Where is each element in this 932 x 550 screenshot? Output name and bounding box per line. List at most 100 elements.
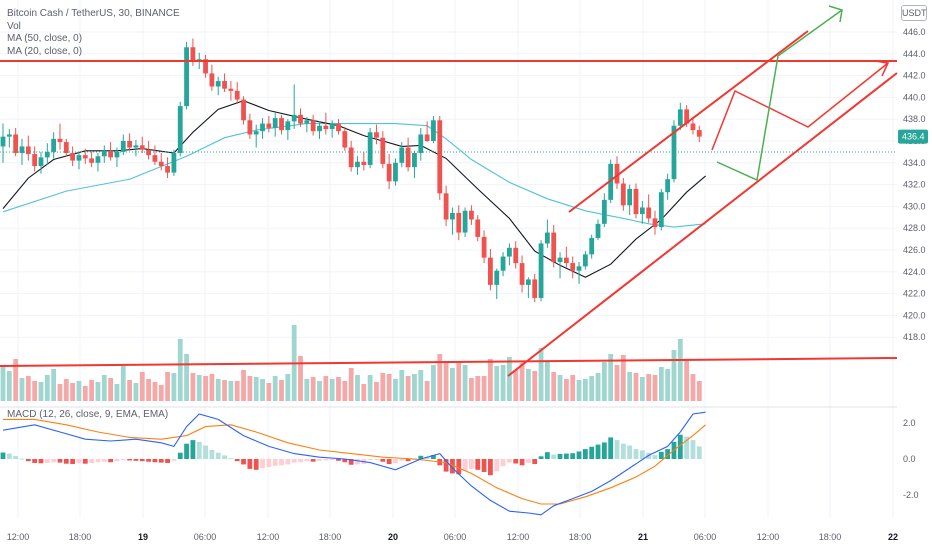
volume-bar [298, 356, 303, 401]
volume-bar [323, 376, 329, 401]
candle-body [171, 152, 177, 173]
candle [525, 277, 531, 298]
candle-body [507, 247, 512, 257]
candle-body [241, 99, 246, 121]
time-tick-label: 19 [138, 532, 148, 542]
macd-histogram-bar [462, 459, 468, 471]
price-tick-label: 430.0 [903, 201, 926, 211]
price-tick-label: 446.0 [903, 27, 926, 37]
candle [203, 54, 208, 78]
volume-bar [393, 379, 398, 401]
macd-histogram-bar [513, 459, 519, 464]
candle-body [646, 207, 652, 219]
candle-body [139, 145, 145, 150]
macd-histogram-bar [63, 459, 69, 464]
candle [279, 114, 284, 135]
candle-body [203, 59, 208, 74]
candle [76, 151, 82, 170]
candle [431, 115, 436, 144]
macd-histogram-bar [253, 459, 259, 470]
volume-bar [418, 370, 424, 401]
ma50-indicator-label[interactable]: MA (50, close, 0) [7, 33, 83, 45]
candle [494, 268, 500, 300]
macd-histogram-bar [582, 449, 588, 459]
macd-tick-label: 2.0 [903, 418, 916, 428]
macd-histogram-bar [44, 459, 50, 463]
macd-histogram-bar [538, 456, 544, 459]
candle-body [355, 161, 360, 168]
macd-line [2, 411, 706, 516]
macd-histogram-bar [329, 459, 335, 461]
time-tick-label: 18:00 [819, 532, 842, 542]
candle-body [601, 199, 607, 224]
candle [551, 224, 557, 268]
volume-bar [627, 372, 633, 401]
macd-histogram-bar [481, 459, 487, 472]
candle [266, 115, 272, 133]
volume-bar [595, 373, 601, 401]
trend-drawings[interactable] [0, 5, 898, 377]
candle [450, 207, 455, 235]
candles [0, 38, 702, 303]
candle-body [348, 147, 354, 168]
candle-body [525, 279, 531, 285]
candle [272, 112, 278, 137]
volume-bar [152, 382, 158, 401]
volume-bar [51, 369, 57, 401]
macd-indicator-label[interactable]: MACD (12, 26, close, 9, EMA, EMA) [7, 409, 169, 420]
candle [544, 219, 550, 248]
volume-bar [342, 381, 348, 401]
volume-bar [361, 384, 367, 401]
volume-bar [108, 378, 114, 401]
candle-body [19, 146, 25, 153]
volume-bar [57, 384, 63, 401]
channel-upper-line [568, 30, 809, 213]
volume-bar [589, 376, 595, 401]
volume-bar [614, 365, 620, 401]
macd-histogram-bar [101, 459, 107, 462]
candle [323, 112, 329, 135]
macd-tick-label: 0.0 [903, 454, 916, 464]
candle [652, 210, 658, 235]
candle-body [0, 136, 6, 147]
macd-histogram-bar [450, 459, 455, 474]
candle-body [380, 137, 386, 164]
macd-histogram-bar [234, 459, 240, 462]
volume-bar [158, 385, 164, 401]
candle [310, 114, 316, 136]
candle-body [620, 183, 626, 206]
volume-indicator-label[interactable]: Vol [7, 20, 21, 32]
ma20-indicator-label[interactable]: MA (20, close, 0) [7, 45, 83, 57]
macd-pane [0, 411, 706, 516]
candle [570, 256, 576, 279]
price-tick-label: 432.0 [903, 180, 926, 190]
candle [57, 123, 63, 150]
volume-bar [329, 379, 335, 401]
macd-histogram-bar [355, 459, 360, 465]
candle [386, 154, 392, 189]
candle-body [450, 212, 455, 220]
macd-histogram-bar [393, 459, 398, 463]
macd-histogram-bar [260, 459, 265, 468]
time-tick-label: 12:00 [757, 532, 780, 542]
candle-body [696, 130, 702, 137]
candle [139, 136, 145, 153]
time-tick-label: 22 [888, 532, 898, 542]
volume-bar [272, 376, 278, 401]
volume-bar [443, 361, 449, 401]
candle-body [386, 163, 392, 182]
candle [614, 156, 620, 189]
currency-button[interactable]: USDT [901, 5, 927, 21]
volume-bar [234, 381, 240, 401]
macd-histogram-bar [677, 434, 683, 459]
candle-body [120, 141, 126, 152]
candle [405, 137, 411, 172]
candle [228, 81, 234, 101]
candle-body [70, 152, 76, 161]
symbol-title[interactable]: Bitcoin Cash / TetherUS, 30, BINANCE [7, 8, 180, 19]
candle [355, 156, 360, 175]
candle-body [582, 254, 588, 267]
candle-body [374, 132, 379, 138]
volume-bar [437, 354, 443, 401]
